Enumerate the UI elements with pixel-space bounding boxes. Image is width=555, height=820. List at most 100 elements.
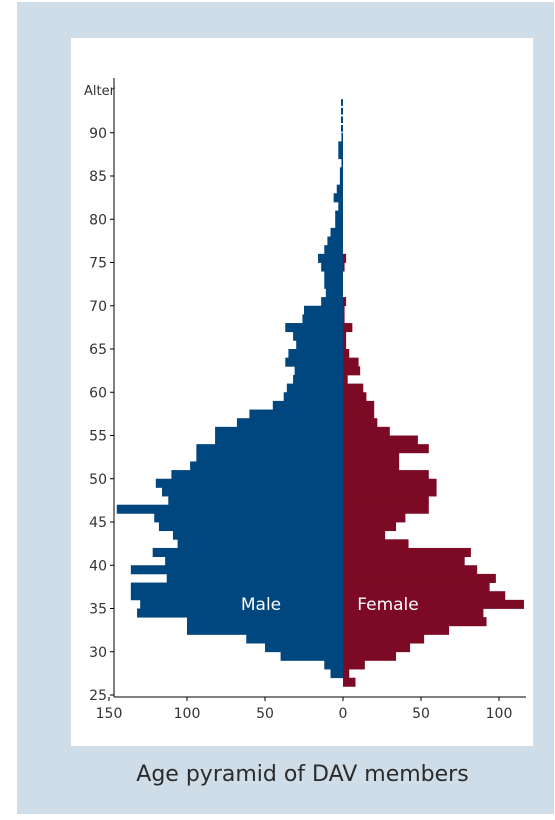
bar-male-age-86 bbox=[341, 158, 343, 168]
bar-female-age-31 bbox=[343, 634, 425, 644]
bar-female-age-34 bbox=[343, 608, 484, 618]
y-tick-label-85: 85 bbox=[89, 169, 107, 185]
bar-female-age-60 bbox=[343, 383, 364, 393]
bar-male-age-90 bbox=[341, 125, 343, 132]
bar-female-age-55 bbox=[343, 426, 390, 436]
y-tick-label-35: 35 bbox=[89, 602, 107, 618]
bar-male-age-30 bbox=[265, 643, 343, 653]
bar-female-age-64 bbox=[343, 349, 350, 359]
bar-male-age-57 bbox=[249, 409, 343, 419]
y-tick-label-25: 25 bbox=[89, 688, 107, 704]
bar-male-age-40 bbox=[165, 556, 343, 566]
bar-male-age-49 bbox=[155, 478, 343, 488]
y-axis-title: Alter bbox=[84, 84, 116, 99]
bar-male-age-74 bbox=[321, 262, 343, 272]
series-label-female: Female bbox=[357, 595, 418, 615]
bar-female-age-42 bbox=[343, 539, 409, 549]
y-tick-label-65: 65 bbox=[89, 342, 107, 358]
bar-female-age-70 bbox=[343, 297, 347, 307]
y-tick-label-40: 40 bbox=[89, 558, 107, 574]
x-tick-label-0: 0 bbox=[339, 706, 348, 722]
bar-male-age-32 bbox=[187, 625, 343, 635]
bar-male-age-81 bbox=[338, 201, 343, 211]
bar-male-age-44 bbox=[158, 522, 343, 532]
bar-female-age-74 bbox=[343, 262, 345, 272]
bar-male-age-38 bbox=[166, 573, 343, 583]
y-tick-label-55: 55 bbox=[89, 429, 107, 445]
bar-female-age-36 bbox=[343, 591, 506, 601]
bar-female-age-33 bbox=[343, 617, 487, 627]
bar-male-age-73 bbox=[324, 271, 343, 281]
chart-caption: Age pyramid of DAV members bbox=[136, 762, 469, 787]
bar-male-age-77 bbox=[327, 236, 343, 246]
x-tick-label--100: 100 bbox=[174, 706, 201, 722]
bar-female-age-40 bbox=[343, 556, 465, 566]
x-tick-label-50: 50 bbox=[412, 706, 430, 722]
series-label-male: Male bbox=[241, 595, 281, 615]
bar-male-age-53 bbox=[196, 444, 343, 454]
bar-male-age-41 bbox=[152, 547, 343, 557]
bar-female-age-29 bbox=[343, 651, 397, 661]
bar-male-age-27 bbox=[330, 669, 343, 679]
bar-female-age-28 bbox=[343, 660, 365, 670]
bar-male-age-62 bbox=[294, 366, 343, 376]
bar-male-age-78 bbox=[330, 227, 343, 237]
bar-male-age-65 bbox=[296, 340, 343, 350]
bar-male-age-84 bbox=[339, 176, 343, 186]
bar-male-age-91 bbox=[341, 116, 343, 124]
bar-male-age-66 bbox=[293, 331, 343, 341]
chart-panel: 25 30 35 40 45 50 55 60 65 70 75 80 85 90 Alter 150 100 5… bbox=[71, 38, 533, 746]
y-tick-label-70: 70 bbox=[89, 299, 107, 315]
bar-male-age-52 bbox=[196, 452, 343, 462]
bar-male-age-43 bbox=[172, 530, 343, 540]
bar-male-age-42 bbox=[177, 539, 343, 549]
bar-female-age-52 bbox=[343, 452, 400, 462]
bar-female-age-26 bbox=[343, 677, 356, 687]
bar-female-age-30 bbox=[343, 643, 411, 653]
bar-female-age-56 bbox=[343, 418, 378, 428]
bar-male-age-85 bbox=[339, 167, 343, 177]
bar-male-age-71 bbox=[325, 288, 343, 298]
age-pyramid-chart: 25 30 35 40 45 50 55 60 65 70 75 80 85 90 Alter 150 100 5… bbox=[84, 78, 526, 722]
bar-female-age-39 bbox=[343, 565, 478, 575]
bar-female-age-43 bbox=[343, 530, 386, 540]
x-tick-label--150: 150 bbox=[96, 706, 123, 722]
bar-male-age-92 bbox=[341, 107, 343, 115]
bar-male-age-28 bbox=[324, 660, 343, 670]
bar-female-age-32 bbox=[343, 625, 450, 635]
bar-female-age-68 bbox=[343, 314, 345, 324]
bar-female-age-46 bbox=[343, 504, 429, 514]
x-tick-label--50: 50 bbox=[256, 706, 274, 722]
bar-male-age-80 bbox=[335, 210, 343, 220]
bar-male-age-37 bbox=[130, 582, 343, 592]
bar-male-age-48 bbox=[162, 487, 343, 497]
bar-female-age-51 bbox=[343, 461, 400, 471]
bar-male-age-88 bbox=[338, 141, 343, 151]
bar-female-age-57 bbox=[343, 409, 375, 419]
bar-female-age-50 bbox=[343, 470, 429, 480]
bar-female-age-44 bbox=[343, 522, 397, 532]
bar-male-age-61 bbox=[293, 374, 343, 384]
bar-female-age-69 bbox=[343, 305, 345, 315]
bar-male-age-47 bbox=[168, 496, 343, 506]
bar-male-age-45 bbox=[154, 513, 343, 523]
y-tick-label-45: 45 bbox=[89, 515, 107, 531]
bar-male-age-33 bbox=[187, 617, 343, 627]
bar-male-age-56 bbox=[236, 418, 343, 428]
bar-male-age-75 bbox=[318, 253, 343, 263]
bar-female-age-67 bbox=[343, 323, 353, 333]
y-tick-label-90: 90 bbox=[89, 126, 107, 142]
y-tick-label-75: 75 bbox=[89, 256, 107, 272]
bar-male-age-58 bbox=[272, 400, 343, 410]
bar-male-age-64 bbox=[288, 349, 343, 359]
bar-male-age-76 bbox=[324, 245, 343, 255]
bar-male-age-59 bbox=[283, 392, 343, 402]
bar-female-age-65 bbox=[343, 340, 347, 350]
bar-male-age-35 bbox=[140, 599, 343, 609]
bar-male-age-67 bbox=[285, 323, 343, 333]
bar-female-age-41 bbox=[343, 547, 471, 557]
chart-frame: 25 30 35 40 45 50 55 60 65 70 75 80 85 90 Alter 150 100 5… bbox=[17, 2, 554, 814]
bar-male-age-69 bbox=[304, 305, 343, 315]
bar-male-age-87 bbox=[338, 150, 343, 160]
y-tick-label-80: 80 bbox=[89, 212, 107, 228]
